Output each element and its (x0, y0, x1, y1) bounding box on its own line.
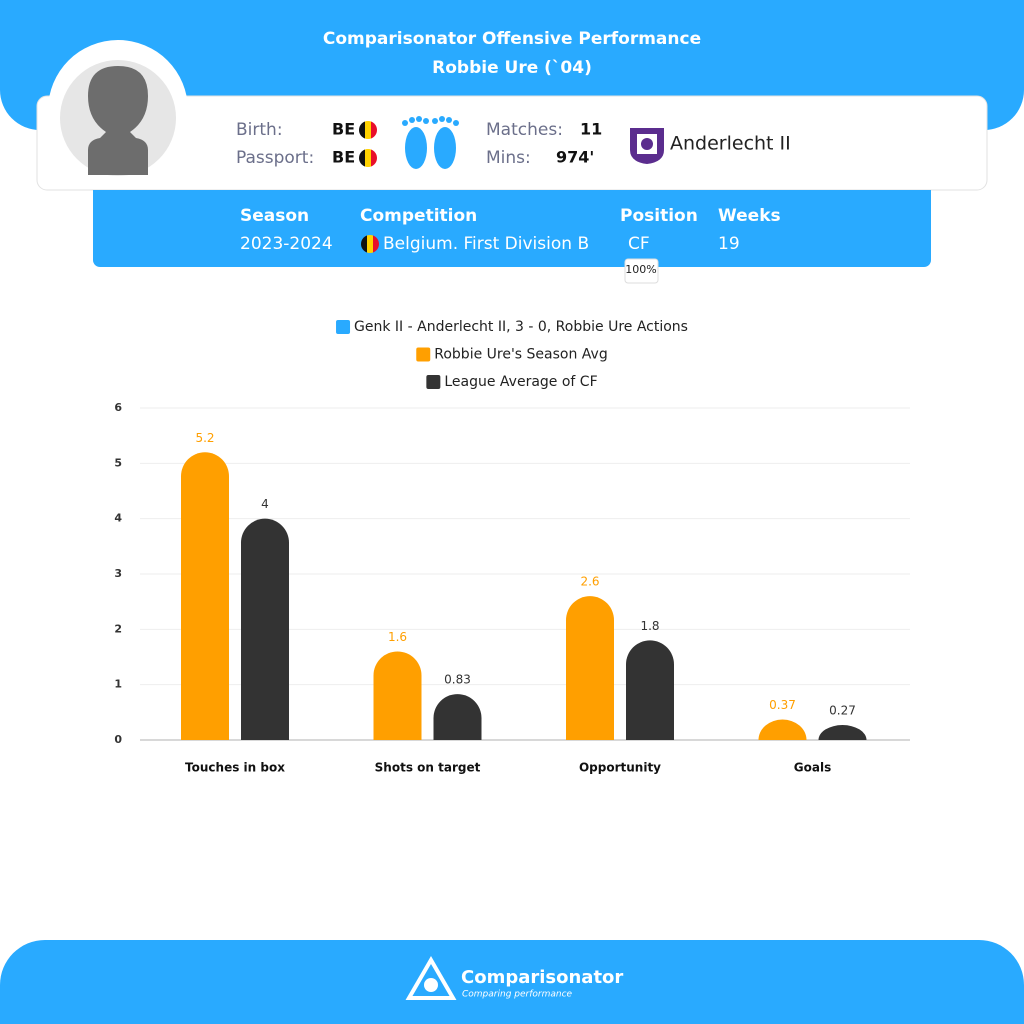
legend-swatch (426, 375, 441, 389)
position-share: 100% (625, 263, 656, 276)
season-header: Season (240, 206, 309, 226)
position-share-box (624, 258, 659, 284)
birth-label: Birth: (236, 120, 283, 140)
legend-label: League Average of CF (444, 374, 597, 390)
value-label: 4 (261, 497, 269, 511)
mins: 974' (556, 148, 594, 167)
passport-label: Passport: (236, 148, 314, 168)
passport: BE (332, 148, 355, 167)
bar (566, 596, 614, 740)
x-tick-label: Shots on target (375, 761, 481, 775)
birth: BE (332, 120, 355, 139)
value-label: 2.6 (580, 575, 599, 589)
avatar-silhouette (88, 66, 148, 175)
season-value: 2023-2024 (240, 234, 333, 254)
x-tick-label: Opportunity (579, 761, 661, 775)
bar (181, 452, 229, 740)
matches: 11 (580, 120, 602, 139)
y-tick-label: 5 (114, 456, 122, 469)
value-label: 0.83 (444, 673, 471, 687)
season-header: Competition (360, 206, 477, 226)
y-tick-label: 4 (114, 512, 122, 525)
y-tick-label: 3 (114, 567, 122, 580)
season-value: 19 (718, 234, 740, 254)
value-label: 1.6 (388, 630, 407, 644)
x-tick-label: Goals (794, 761, 831, 775)
season-band (93, 190, 931, 267)
bar (241, 518, 289, 740)
bar (373, 651, 422, 740)
legend-label: Robbie Ure's Season Avg (434, 347, 607, 363)
bar (818, 725, 867, 740)
club: Anderlecht II (670, 133, 791, 155)
bar (626, 640, 674, 740)
brand-logo (405, 956, 457, 1000)
value-label: 1.8 (640, 619, 659, 633)
flag (359, 121, 377, 167)
bar (433, 694, 482, 740)
chart: Genk II - Anderlecht II, 3 - 0, Robbie U… (114, 319, 910, 775)
value-label: 0.37 (769, 698, 796, 712)
legend-swatch (416, 347, 431, 362)
y-tick-label: 2 (114, 622, 122, 635)
footer-band (0, 940, 1024, 1024)
matches-label: Matches: (486, 120, 563, 140)
y-tick-label: 6 (114, 401, 122, 414)
legend-label: Genk II - Anderlecht II, 3 - 0, Robbie U… (354, 319, 688, 335)
legend-swatch (336, 320, 351, 334)
title: Comparisonator Offensive Performance (323, 29, 701, 49)
club-logo (630, 128, 664, 164)
mins-label: Mins: (486, 148, 531, 168)
value-label: 0.27 (829, 704, 856, 718)
x-tick-label: Touches in box (185, 761, 285, 775)
season-header: Position (620, 206, 698, 226)
flag (361, 235, 379, 253)
y-tick-label: 1 (114, 678, 122, 691)
y-tick-label: 0 (114, 733, 122, 746)
value-label: 5.2 (195, 431, 214, 445)
season-header: Weeks (718, 206, 781, 226)
season-value: Belgium. First Division B (383, 234, 589, 254)
subtitle: Robbie Ure (`04) (432, 58, 592, 78)
brand: Comparisonator (461, 967, 623, 988)
bar (758, 719, 807, 740)
feet-icon (402, 116, 459, 169)
season-value: CF (628, 234, 650, 254)
tagline: Comparing performance (462, 990, 573, 1000)
